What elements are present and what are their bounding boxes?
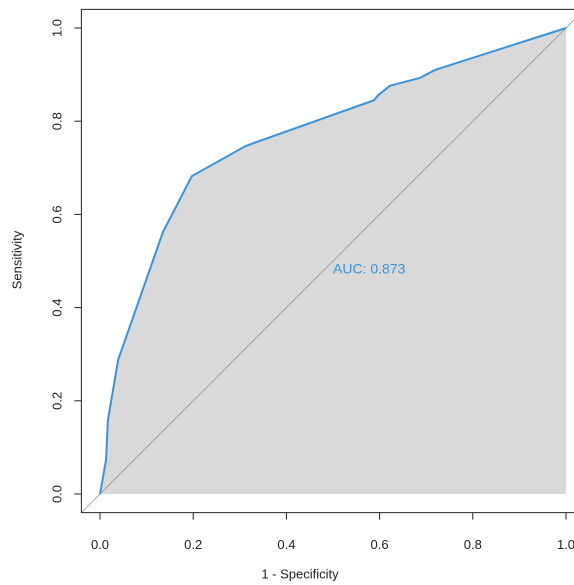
auc-annotation: AUC: 0.873 [333, 261, 406, 277]
roc-curve [99, 27, 567, 495]
y-tick-label: 0.2 [49, 392, 64, 410]
y-tick-label: 0.6 [49, 205, 64, 223]
x-tick-label: 0.4 [277, 537, 295, 552]
x-axis-label: 1 - Specificity [261, 566, 339, 581]
x-tick-label: 0.0 [91, 537, 109, 552]
diagonal [81, 19, 574, 513]
plot-frame [80, 8, 574, 514]
x-tick-label: 0.8 [464, 537, 482, 552]
x-tick-label: 0.2 [184, 537, 202, 552]
y-tick-label: 1.0 [49, 19, 64, 37]
y-tick-label: 0.8 [49, 112, 64, 130]
x-tick-label: 0.6 [371, 537, 389, 552]
y-tick-label: 0.0 [49, 485, 64, 503]
x-tick-label: 1.0 [557, 537, 574, 552]
y-tick-label: 0.4 [49, 299, 64, 317]
y-axis-label: Sensitivity [9, 230, 24, 289]
